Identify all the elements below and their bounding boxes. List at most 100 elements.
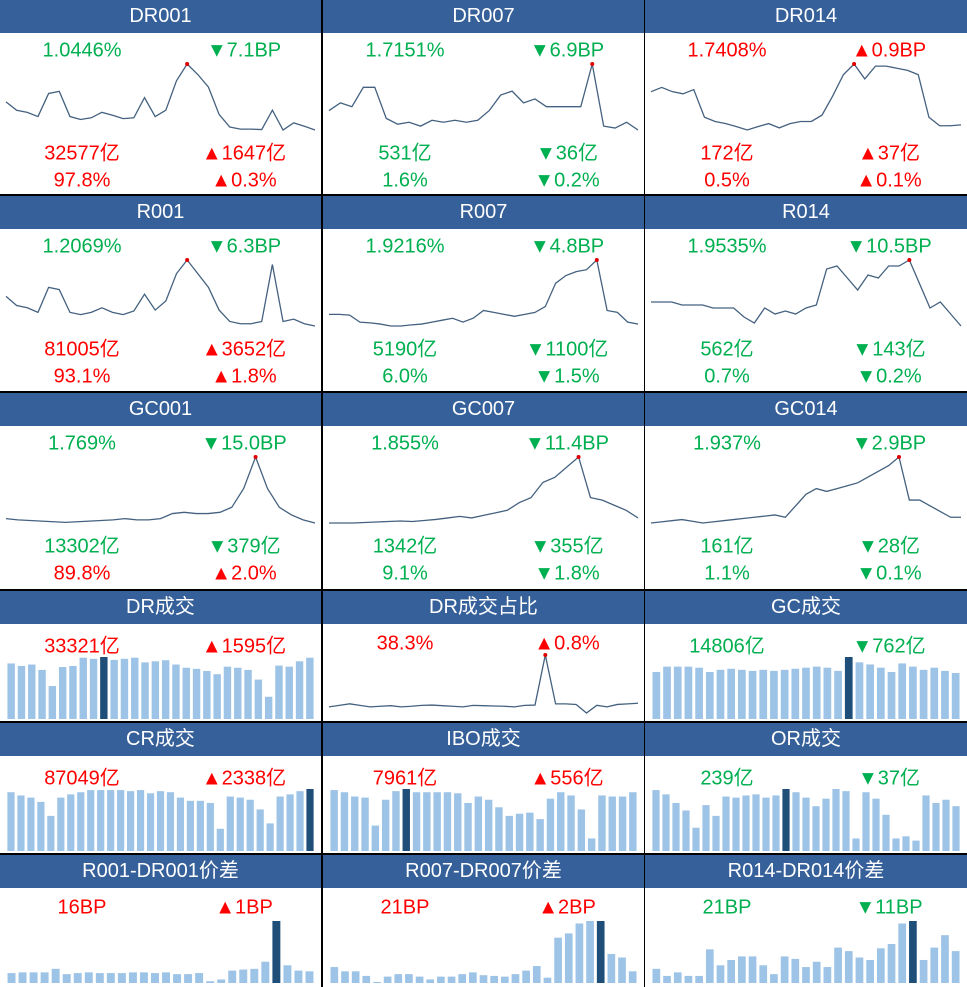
bar [172, 664, 180, 719]
change-text: 143亿 [872, 338, 926, 361]
metric-value: 13302亿 [44, 535, 120, 558]
bar [742, 795, 750, 851]
metric-value: 5190亿 [372, 338, 438, 361]
metric-change: ▼10.5BP [846, 236, 931, 259]
peak-marker [590, 62, 595, 66]
metric-change: ▼11.4BP [525, 433, 609, 456]
bar [27, 797, 35, 851]
metric-change: ▼28亿 [858, 530, 920, 559]
peak-marker [907, 258, 912, 262]
bar [942, 799, 950, 851]
bar [522, 970, 530, 983]
bar [932, 802, 940, 851]
bar [823, 667, 832, 719]
bar [607, 953, 616, 983]
panel-dr--9: DR成交 33321亿 ▲1595亿 [0, 591, 321, 721]
bar [770, 974, 778, 983]
bar-highlight [306, 789, 314, 851]
peak-marker [185, 62, 190, 66]
arrow-down-icon: ▼ [857, 535, 878, 558]
bar [780, 669, 789, 719]
bar [752, 794, 760, 851]
bar [684, 975, 693, 983]
bar [832, 789, 840, 851]
metric-change: ▲1.8% [211, 366, 276, 389]
bar [166, 792, 175, 851]
sparkline-chart [329, 258, 639, 327]
metric-value: 87049亿 [44, 767, 120, 790]
metric-change: ▲1647亿 [202, 137, 286, 166]
change-text: 11.4BP [544, 432, 609, 455]
metric-change: ▲2BP [538, 897, 596, 920]
bar [887, 671, 896, 719]
metric-change: ▼1100亿 [526, 333, 609, 362]
panel-r001-3: R001 1.2069% ▼6.3BP 81005亿 ▲3652亿 93.1% ▲1.8% [0, 196, 321, 391]
arrow-up-icon: ▲ [851, 39, 872, 62]
bar [131, 657, 139, 719]
change-text: 1.8% [231, 365, 277, 388]
bar [618, 957, 626, 983]
bar [780, 956, 789, 983]
change-text: 1.8% [554, 562, 600, 585]
bar [490, 975, 498, 983]
panel-title: R014-DR014价差 [645, 855, 967, 888]
change-text: 28亿 [877, 535, 921, 558]
bar-chart [6, 921, 315, 983]
metric-value: 562亿 [700, 338, 754, 361]
bar [872, 798, 880, 851]
sparkline-series [329, 455, 639, 524]
bar [902, 836, 910, 851]
arrow-down-icon: ▼ [852, 338, 873, 361]
bar [629, 792, 637, 851]
arrow-down-icon: ▼ [207, 535, 228, 558]
bar [286, 794, 294, 851]
arrow-up-icon: ▲ [856, 169, 877, 192]
bar-chart [6, 789, 315, 851]
bar [7, 663, 15, 719]
change-text: 2.9BP [871, 432, 927, 455]
panel-title: IBO成交 [323, 723, 644, 756]
bar [791, 958, 800, 983]
bar [216, 828, 224, 851]
arrow-down-icon: ▼ [206, 235, 227, 258]
panel-cr--12: CR成交 87049亿 ▲2338亿 [0, 723, 321, 853]
metric-value: 172亿 [700, 142, 754, 165]
metric-change: ▼11BP [855, 897, 922, 920]
bar [500, 976, 509, 983]
bar [454, 793, 462, 851]
bar [952, 806, 960, 851]
bar [941, 670, 949, 719]
bar [84, 972, 93, 983]
metric-value: 89.8% [53, 562, 111, 585]
bar [791, 668, 800, 719]
bar [213, 674, 221, 719]
bar [77, 792, 85, 851]
bar [58, 667, 67, 719]
metric-value: 38.3% [376, 632, 434, 655]
bar [38, 669, 46, 719]
metric-value: 1342亿 [372, 535, 438, 558]
metric-value: 97.8% [53, 169, 111, 192]
bar-highlight [402, 789, 410, 851]
arrow-down-icon: ▼ [851, 432, 872, 455]
bar [383, 976, 392, 983]
bar [930, 947, 939, 983]
metric-value: 1.9535% [687, 235, 767, 258]
bar [536, 819, 544, 851]
bar [673, 972, 682, 983]
bar [608, 796, 616, 851]
bar [120, 658, 129, 719]
metric-change: ▲2.0% [211, 563, 276, 586]
bar [57, 797, 65, 851]
bar [712, 815, 720, 851]
metric-change: ▼37亿 [858, 762, 920, 791]
sparkline-series [5, 455, 316, 524]
metric-change: ▼2.9BP [852, 433, 926, 456]
bar [909, 666, 917, 719]
arrow-down-icon: ▼ [525, 338, 546, 361]
bar [682, 810, 690, 851]
bar [919, 959, 928, 983]
bar [244, 669, 252, 719]
arrow-up-icon: ▲ [201, 767, 222, 790]
metric-change: ▼1.5% [534, 366, 599, 389]
